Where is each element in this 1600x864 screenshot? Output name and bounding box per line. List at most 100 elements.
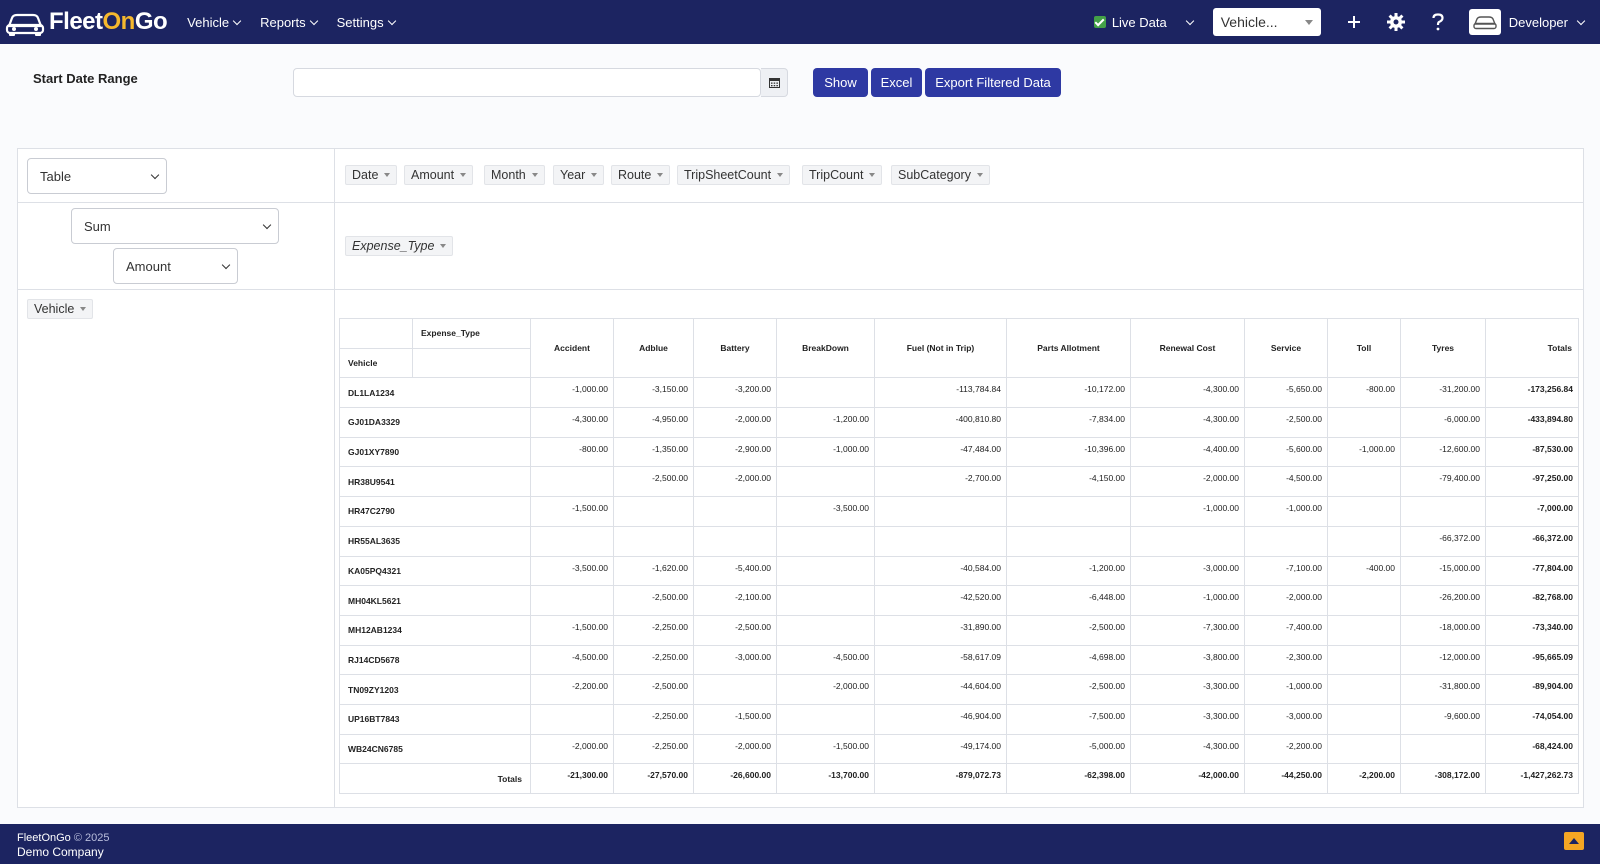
table-cell[interactable]: -9,600.00 (1400, 703, 1486, 735)
column-header[interactable]: Service (1244, 317, 1328, 379)
table-cell[interactable] (1400, 733, 1486, 765)
column-total[interactable]: -2,200.00 (1327, 763, 1401, 794)
column-total[interactable]: -62,398.00 (1006, 763, 1131, 794)
table-cell[interactable]: -1,500.00 (693, 703, 777, 735)
table-cell[interactable] (776, 614, 875, 646)
table-cell[interactable] (776, 703, 875, 735)
row-header-vehicle[interactable]: HR38U9541 (339, 466, 531, 498)
column-total[interactable]: -27,570.00 (613, 763, 694, 794)
live-data-checkbox[interactable] (1093, 16, 1106, 28)
table-cell[interactable]: -2,500.00 (693, 614, 777, 646)
export-filtered-button[interactable]: Export Filtered Data (925, 68, 1061, 97)
table-cell[interactable] (874, 496, 1007, 527)
table-cell[interactable]: -79,400.00 (1400, 466, 1486, 498)
table-cell[interactable]: -1,000.00 (1130, 585, 1245, 616)
nav-vehicle[interactable]: Vehicle (187, 15, 242, 30)
table-cell[interactable]: -2,900.00 (693, 436, 777, 468)
column-header[interactable]: Parts Allotment (1006, 317, 1131, 379)
gear-icon[interactable] (1385, 12, 1407, 32)
nav-settings[interactable]: Settings (337, 15, 396, 30)
table-cell[interactable]: -2,000.00 (776, 674, 875, 705)
table-cell[interactable]: -4,500.00 (530, 644, 614, 676)
user-menu[interactable]: Developer (1468, 9, 1586, 35)
attr-chip-month[interactable]: Month (484, 165, 545, 185)
row-header-vehicle[interactable]: HR47C2790 (339, 496, 531, 527)
table-cell[interactable]: -1,350.00 (613, 436, 694, 468)
plus-icon[interactable] (1343, 14, 1365, 30)
table-cell[interactable]: -2,000.00 (1244, 585, 1328, 616)
row-header-vehicle[interactable]: KA05PQ4321 (339, 555, 531, 587)
table-cell[interactable] (1327, 585, 1401, 616)
table-cell[interactable] (776, 585, 875, 616)
table-cell[interactable]: -2,500.00 (1006, 674, 1131, 705)
column-header[interactable]: Tyres (1400, 317, 1486, 379)
renderer-select[interactable]: Table (27, 158, 167, 194)
table-cell[interactable]: -1,620.00 (613, 555, 694, 587)
table-cell[interactable]: -1,000.00 (776, 436, 875, 468)
table-cell[interactable]: -7,100.00 (1244, 555, 1328, 587)
table-cell[interactable] (1327, 525, 1401, 557)
table-cell[interactable]: -2,250.00 (613, 644, 694, 676)
table-cell[interactable] (1327, 466, 1401, 498)
table-cell[interactable]: -800.00 (530, 436, 614, 468)
table-cell[interactable]: -7,400.00 (1244, 614, 1328, 646)
table-cell[interactable]: -58,617.09 (874, 644, 1007, 676)
show-button[interactable]: Show (813, 68, 868, 97)
column-total[interactable]: -42,000.00 (1130, 763, 1245, 794)
row-attr-chip-vehicle[interactable]: Vehicle (27, 299, 94, 319)
column-header[interactable]: BreakDown (776, 317, 875, 379)
vehicle-select[interactable]: Vehicle... (1212, 8, 1321, 36)
row-total[interactable]: -97,250.00 (1485, 466, 1579, 498)
table-cell[interactable]: -5,600.00 (1244, 436, 1328, 468)
brand-logo[interactable]: FleetOnGo (4, 7, 168, 37)
column-header[interactable]: Renewal Cost (1130, 317, 1245, 379)
table-cell[interactable]: -6,448.00 (1006, 585, 1131, 616)
row-header-vehicle[interactable]: MH12AB1234 (339, 614, 531, 646)
chevron-down-icon[interactable] (1185, 16, 1194, 25)
table-cell[interactable]: -2,500.00 (613, 585, 694, 616)
table-cell[interactable]: -1,000.00 (1244, 674, 1328, 705)
column-total[interactable]: -308,172.00 (1400, 763, 1486, 794)
table-cell[interactable]: -2,500.00 (1006, 614, 1131, 646)
table-cell[interactable] (530, 585, 614, 616)
table-cell[interactable] (776, 466, 875, 498)
table-cell[interactable]: -1,000.00 (530, 377, 614, 409)
table-cell[interactable]: -400.00 (1327, 555, 1401, 587)
table-cell[interactable]: -5,650.00 (1244, 377, 1328, 409)
table-cell[interactable]: -2,000.00 (693, 466, 777, 498)
aggregator-select[interactable]: Sum (71, 208, 279, 244)
table-cell[interactable]: -2,200.00 (1244, 733, 1328, 765)
table-cell[interactable]: -10,172.00 (1006, 377, 1131, 409)
table-cell[interactable]: -2,000.00 (693, 733, 777, 765)
table-cell[interactable]: -5,400.00 (693, 555, 777, 587)
table-cell[interactable]: -2,250.00 (613, 703, 694, 735)
row-total[interactable]: -82,768.00 (1485, 585, 1579, 616)
table-cell[interactable] (693, 674, 777, 705)
date-range-input[interactable] (293, 68, 761, 97)
table-cell[interactable]: -4,400.00 (1130, 436, 1245, 468)
table-cell[interactable]: -1,000.00 (1130, 496, 1245, 527)
table-cell[interactable] (530, 703, 614, 735)
table-cell[interactable]: -2,700.00 (874, 466, 1007, 498)
table-cell[interactable]: -3,000.00 (693, 644, 777, 676)
table-cell[interactable] (776, 555, 875, 587)
table-cell[interactable]: -15,000.00 (1400, 555, 1486, 587)
live-data-toggle[interactable]: Live Data (1093, 15, 1194, 30)
table-cell[interactable] (1327, 644, 1401, 676)
table-cell[interactable]: -3,500.00 (530, 555, 614, 587)
value-field-select[interactable]: Amount (113, 248, 238, 284)
table-cell[interactable]: -31,200.00 (1400, 377, 1486, 409)
table-cell[interactable]: -31,890.00 (874, 614, 1007, 646)
table-cell[interactable]: -1,500.00 (530, 614, 614, 646)
column-header[interactable]: Adblue (613, 317, 694, 379)
table-cell[interactable]: -47,484.00 (874, 436, 1007, 468)
row-total[interactable]: -87,530.00 (1485, 436, 1579, 468)
table-cell[interactable]: -3,000.00 (1244, 703, 1328, 735)
table-cell[interactable]: -31,800.00 (1400, 674, 1486, 705)
grand-total[interactable]: -1,427,262.73 (1485, 763, 1579, 794)
table-cell[interactable]: -6,000.00 (1400, 407, 1486, 438)
calendar-icon[interactable] (761, 68, 788, 97)
table-cell[interactable] (776, 377, 875, 409)
table-cell[interactable] (1327, 703, 1401, 735)
table-cell[interactable]: -3,800.00 (1130, 644, 1245, 676)
